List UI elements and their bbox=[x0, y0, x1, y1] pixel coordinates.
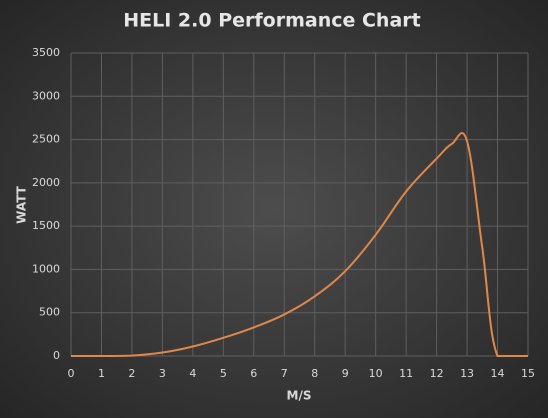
y-tick-label: 2000 bbox=[32, 176, 60, 189]
x-tick-label: 11 bbox=[399, 367, 413, 380]
x-tick-label: 5 bbox=[220, 367, 227, 380]
y-tick-label: 500 bbox=[39, 306, 60, 319]
x-axis-label: M/S bbox=[287, 389, 312, 403]
y-tick-label: 0 bbox=[53, 349, 60, 362]
y-tick-label: 1500 bbox=[32, 219, 60, 232]
y-tick-label: 1000 bbox=[32, 262, 60, 275]
x-tick-label: 14 bbox=[491, 367, 505, 380]
chart-title: HELI 2.0 Performance Chart bbox=[123, 10, 420, 32]
x-tick-label: 6 bbox=[250, 367, 257, 380]
x-tick-label: 4 bbox=[189, 367, 196, 380]
x-tick-label: 0 bbox=[68, 367, 75, 380]
x-tick-label: 8 bbox=[311, 367, 318, 380]
y-tick-label: 3500 bbox=[32, 46, 60, 59]
x-tick-label: 12 bbox=[430, 367, 444, 380]
y-axis-label: WATT bbox=[15, 185, 29, 224]
x-tick-label: 15 bbox=[521, 367, 535, 380]
x-tick-label: 9 bbox=[342, 367, 349, 380]
x-tick-label: 13 bbox=[460, 367, 474, 380]
x-tick-label: 2 bbox=[128, 367, 135, 380]
y-tick-label: 3000 bbox=[32, 89, 60, 102]
line bbox=[71, 132, 528, 357]
x-tick-label: 10 bbox=[369, 367, 383, 380]
y-tick-label: 2500 bbox=[32, 133, 60, 146]
x-tick-label: 3 bbox=[159, 367, 166, 380]
x-tick-label: 1 bbox=[98, 367, 105, 380]
x-tick-label: 7 bbox=[281, 367, 288, 380]
